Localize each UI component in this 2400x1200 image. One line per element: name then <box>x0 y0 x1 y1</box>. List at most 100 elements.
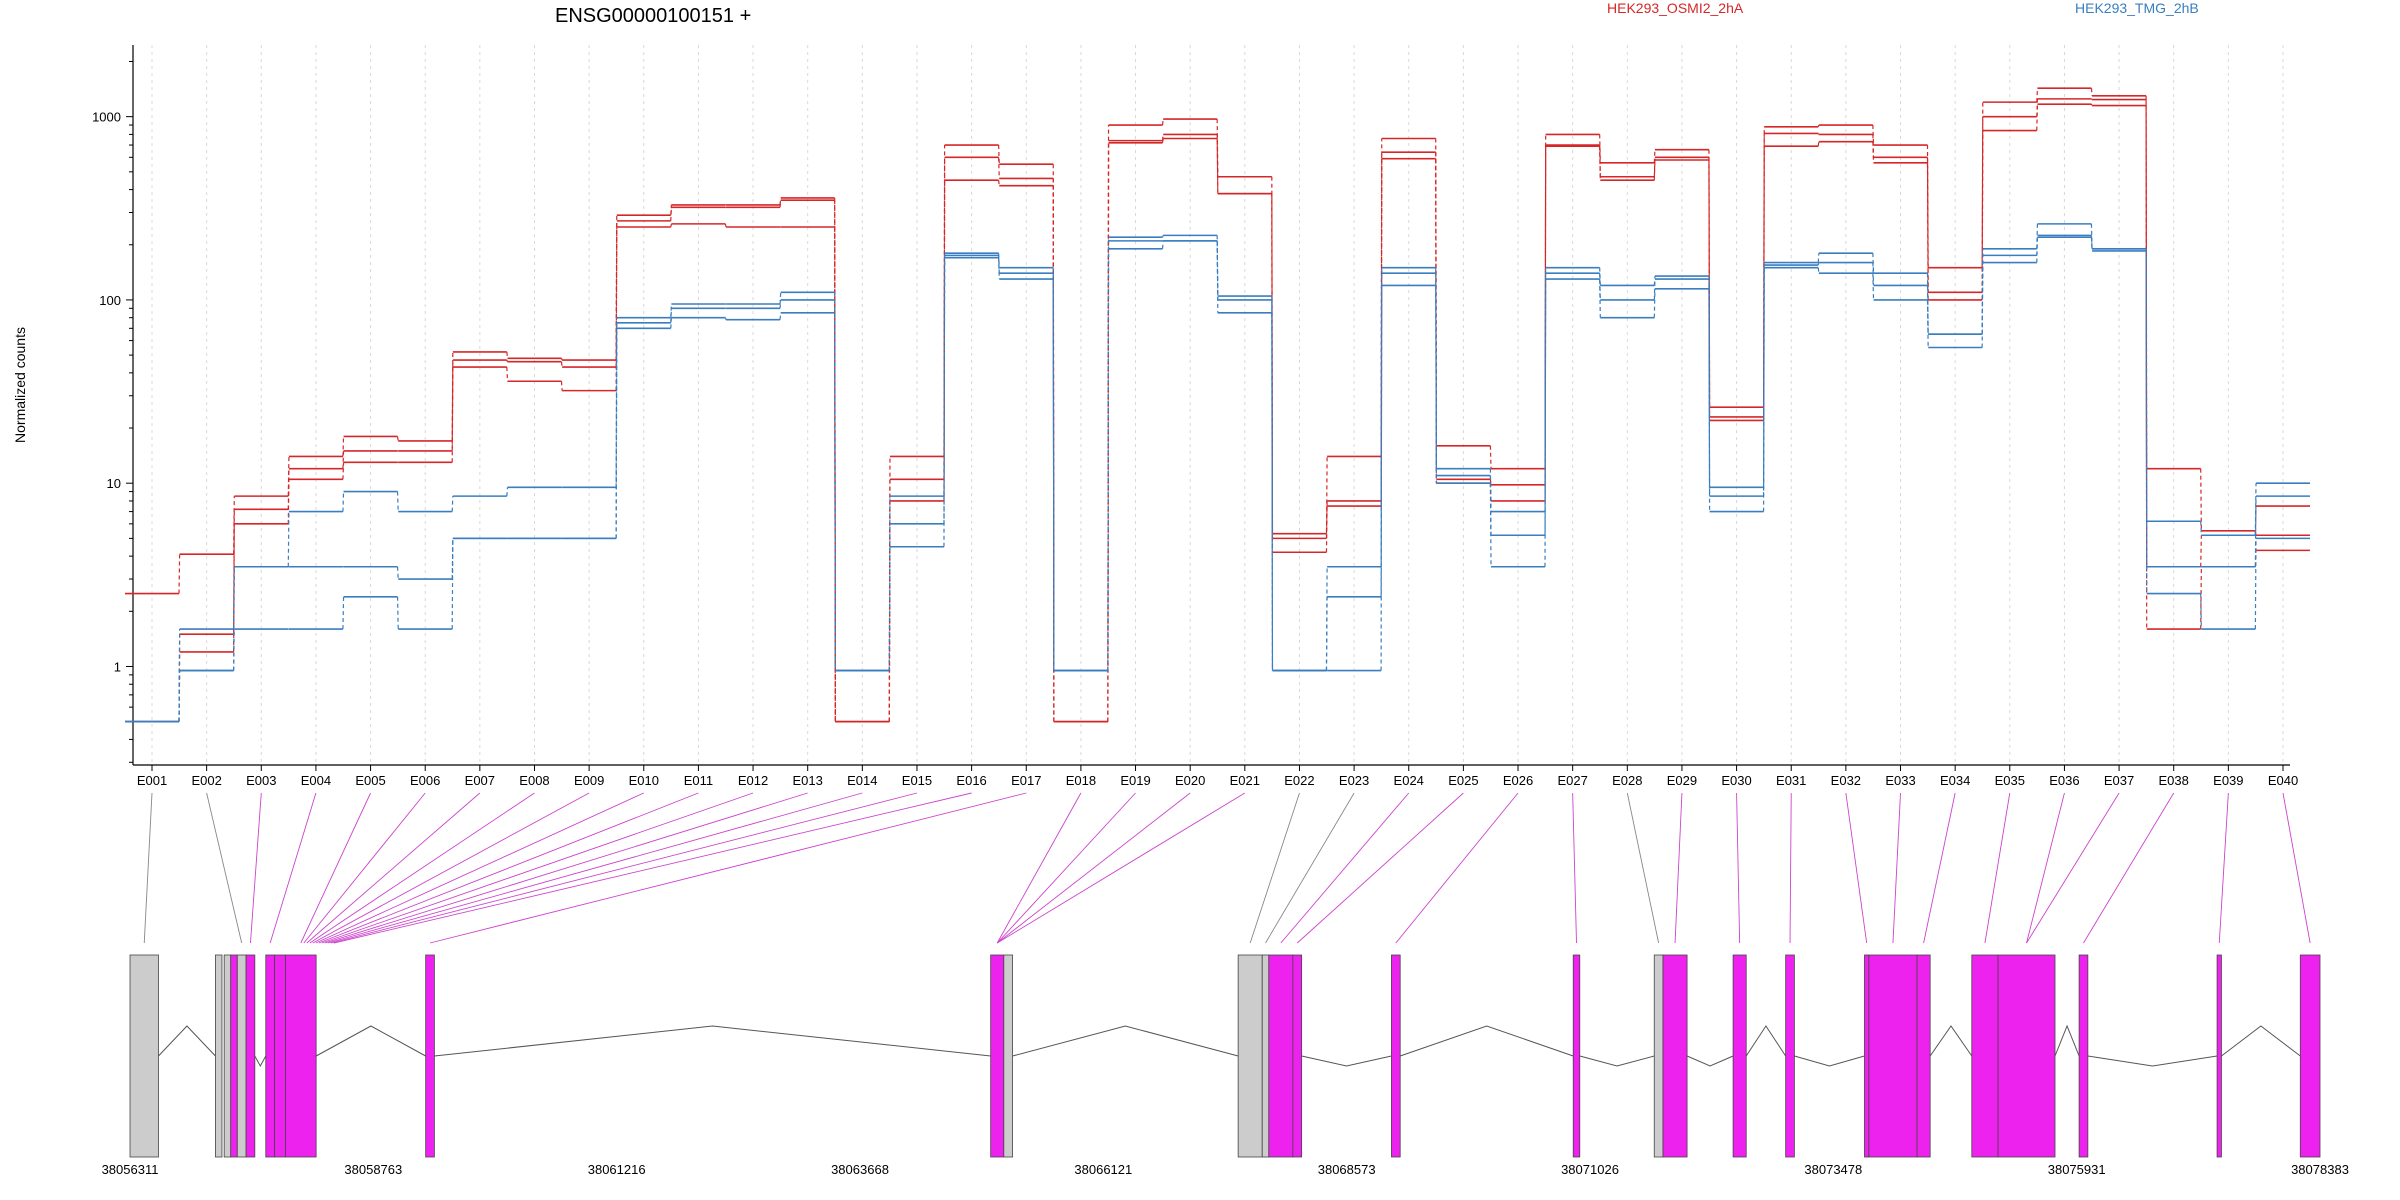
series-transition <box>1216 134 1219 194</box>
exon-connector <box>996 792 1082 944</box>
series-transition <box>1872 134 1875 158</box>
y-tick-label: 100 <box>99 293 121 308</box>
exon-block <box>1003 954 1013 1158</box>
x-tick-label: E039 <box>2213 773 2243 788</box>
x-tick-label: E023 <box>1339 773 1369 788</box>
intron-line <box>1745 1025 1787 1057</box>
series-transition <box>1708 279 1711 497</box>
series-transition <box>2090 237 2093 251</box>
y-tick-label: 1 <box>114 659 121 674</box>
series-transition <box>779 292 782 305</box>
series-transition <box>1817 141 1820 147</box>
exon-block-tested <box>990 954 1005 1158</box>
x-tick-label: E032 <box>1831 773 1861 788</box>
legend-entry-osmi2: HEK293_OSMI2_2hA <box>1607 0 1744 16</box>
series-transition <box>1161 235 1164 238</box>
intron-line <box>2221 1025 2301 1057</box>
x-tick-label: E002 <box>191 773 221 788</box>
series-transition <box>1325 506 1328 553</box>
exon-block <box>1653 954 1664 1158</box>
exon-connector <box>333 792 972 944</box>
exon-connector <box>1845 792 1868 944</box>
intron-line <box>434 1025 991 1057</box>
series-transition <box>1653 157 1656 177</box>
series-transition <box>1926 157 1929 293</box>
exon-block-tested <box>1864 954 1870 1158</box>
x-tick-label: E006 <box>410 773 440 788</box>
x-tick-label: E012 <box>738 773 768 788</box>
chart-title: ENSG00000100151 + <box>555 5 751 27</box>
series-transition <box>342 450 345 469</box>
series-transition <box>1325 500 1328 534</box>
series-transition <box>396 596 399 630</box>
x-tick-label: E020 <box>1175 773 1205 788</box>
x-tick-label: E037 <box>2104 773 2134 788</box>
exon-connector <box>1626 792 1660 944</box>
exon-connector <box>2218 792 2229 944</box>
exon-block <box>236 954 247 1158</box>
exon-block-tested <box>1268 954 1294 1158</box>
series-transition <box>560 381 563 391</box>
series-transition <box>506 367 509 382</box>
x-tick-label: E036 <box>2049 773 2079 788</box>
series-transition <box>287 511 290 567</box>
series-transition <box>1817 253 1820 263</box>
exon-connector <box>318 792 699 944</box>
series-transition <box>451 538 454 630</box>
series-transition <box>2036 235 2039 256</box>
exon-block <box>1261 954 1270 1158</box>
x-tick-label: E001 <box>137 773 167 788</box>
exon-block <box>223 954 232 1158</box>
exon-connector <box>1280 792 1410 944</box>
series-transition <box>2091 98 2093 100</box>
exon-connector <box>312 792 590 944</box>
x-tick-label: E034 <box>1940 773 1970 788</box>
exon-connector <box>1249 792 1300 944</box>
exon-connector <box>1674 792 1683 944</box>
exon-block <box>215 954 223 1158</box>
series-transition <box>615 322 618 539</box>
x-tick-label: E033 <box>1885 773 1915 788</box>
series-transition <box>560 358 563 361</box>
exon-connector <box>996 792 1136 944</box>
exon-connector <box>330 792 918 944</box>
x-tick-label: E025 <box>1448 773 1478 788</box>
series-transition <box>2090 235 2093 249</box>
intron-line <box>1929 1025 1973 1057</box>
series-transition <box>1216 240 1219 300</box>
x-tick-label: E028 <box>1612 773 1642 788</box>
series-transition <box>2200 468 2202 531</box>
series-transition <box>998 157 1000 179</box>
exon-connector <box>324 792 808 944</box>
series-transition <box>1489 475 1492 536</box>
series-5 <box>125 234 2310 723</box>
x-tick-label: E026 <box>1503 773 1533 788</box>
exon-connector <box>1265 792 1355 944</box>
exon-block-tested <box>2078 954 2089 1158</box>
exon-connector <box>303 792 426 944</box>
series-transition <box>998 257 1000 280</box>
series-transition <box>670 207 673 221</box>
series-transition <box>1653 279 1656 300</box>
series-layer <box>125 87 2310 723</box>
exon-block-tested <box>2299 954 2321 1158</box>
axes-layer: 1 10 100 1000 E001 E002 E003 E004 E005 E006 E007 E0… <box>92 45 2298 788</box>
exon-block-tested <box>1971 954 1999 1158</box>
series-transition <box>2254 538 2257 630</box>
exon-connector <box>2026 792 2120 944</box>
genomic-coordinate-label: 38063668 <box>831 1162 889 1177</box>
exon-connector <box>1296 792 1464 944</box>
genomic-coordinate-label: 38061216 <box>588 1162 646 1177</box>
exon-connector <box>315 792 644 944</box>
exon-block-tested <box>285 954 317 1158</box>
exon-connector <box>327 792 863 944</box>
exon-block-tested <box>1997 954 2056 1158</box>
series-transition <box>2145 248 2148 567</box>
series-transition <box>396 436 399 442</box>
series-transition <box>1599 145 1601 177</box>
exon-block-tested <box>425 954 435 1158</box>
exon-connector <box>269 792 317 944</box>
y-axis-label: Normalized counts <box>12 327 28 443</box>
exon-block-tested <box>230 954 238 1158</box>
series-transition <box>396 566 399 580</box>
